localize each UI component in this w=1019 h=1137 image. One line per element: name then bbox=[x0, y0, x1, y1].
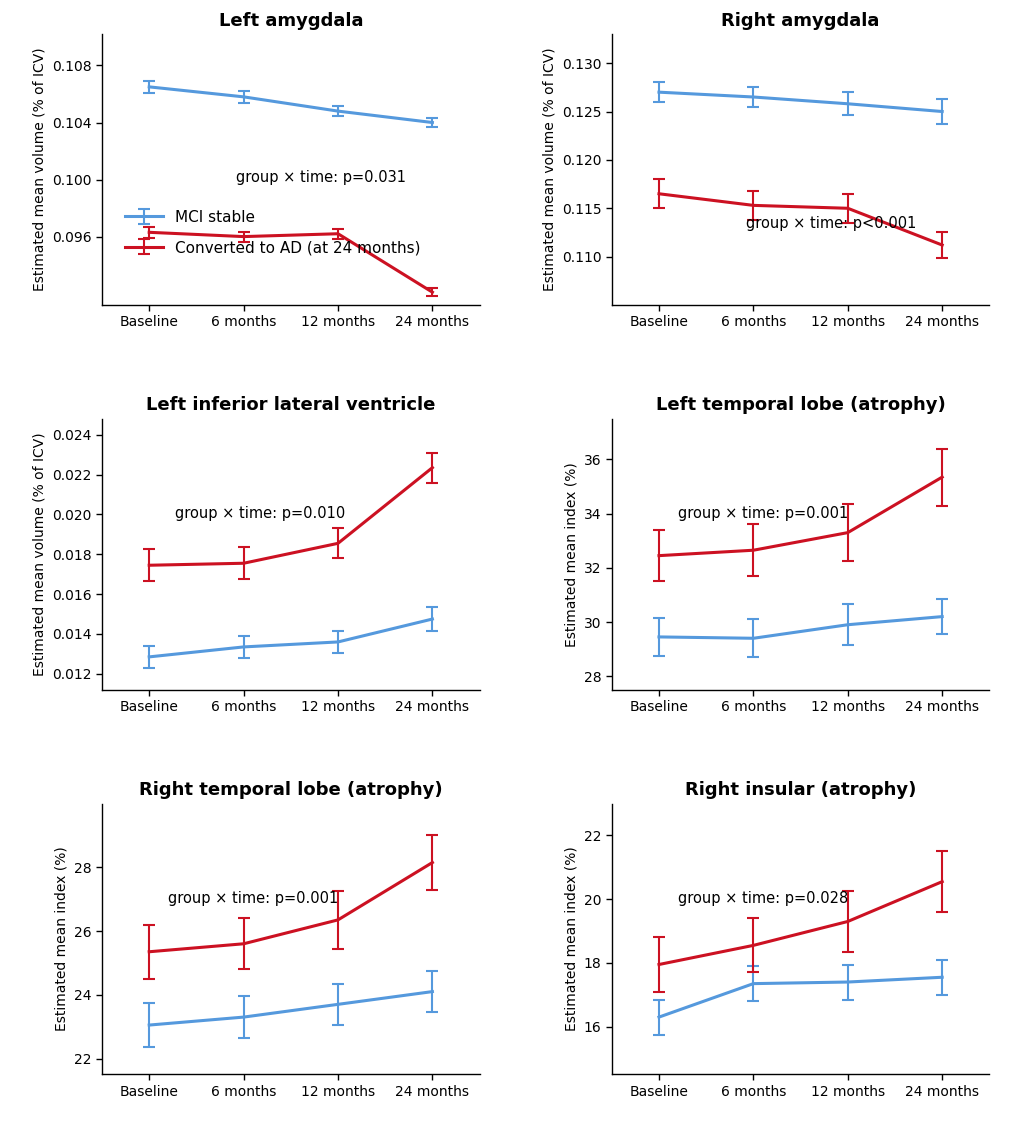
Title: Right insular (atrophy): Right insular (atrophy) bbox=[684, 781, 915, 799]
Legend: MCI stable, Converted to AD (at 24 months): MCI stable, Converted to AD (at 24 month… bbox=[124, 209, 420, 255]
Title: Right amygdala: Right amygdala bbox=[720, 11, 879, 30]
Text: group × time: p<0.001: group × time: p<0.001 bbox=[745, 216, 915, 231]
Text: group × time: p=0.028: group × time: p=0.028 bbox=[677, 891, 847, 906]
Text: group × time: p=0.001: group × time: p=0.001 bbox=[168, 891, 338, 906]
Y-axis label: Estimated mean index (%): Estimated mean index (%) bbox=[564, 847, 578, 1031]
Title: Left amygdala: Left amygdala bbox=[218, 11, 363, 30]
Y-axis label: Estimated mean volume (% of ICV): Estimated mean volume (% of ICV) bbox=[542, 48, 555, 291]
Title: Right temporal lobe (atrophy): Right temporal lobe (atrophy) bbox=[139, 781, 442, 799]
Text: group × time: p=0.031: group × time: p=0.031 bbox=[235, 171, 406, 185]
Y-axis label: Estimated mean volume (% of ICV): Estimated mean volume (% of ICV) bbox=[33, 432, 46, 677]
Text: group × time: p=0.001: group × time: p=0.001 bbox=[677, 506, 847, 521]
Text: group × time: p=0.010: group × time: p=0.010 bbox=[175, 506, 345, 521]
Y-axis label: Estimated mean index (%): Estimated mean index (%) bbox=[564, 462, 578, 647]
Y-axis label: Estimated mean volume (% of ICV): Estimated mean volume (% of ICV) bbox=[33, 48, 46, 291]
Title: Left temporal lobe (atrophy): Left temporal lobe (atrophy) bbox=[655, 397, 945, 415]
Title: Left inferior lateral ventricle: Left inferior lateral ventricle bbox=[146, 397, 435, 415]
Y-axis label: Estimated mean index (%): Estimated mean index (%) bbox=[54, 847, 68, 1031]
